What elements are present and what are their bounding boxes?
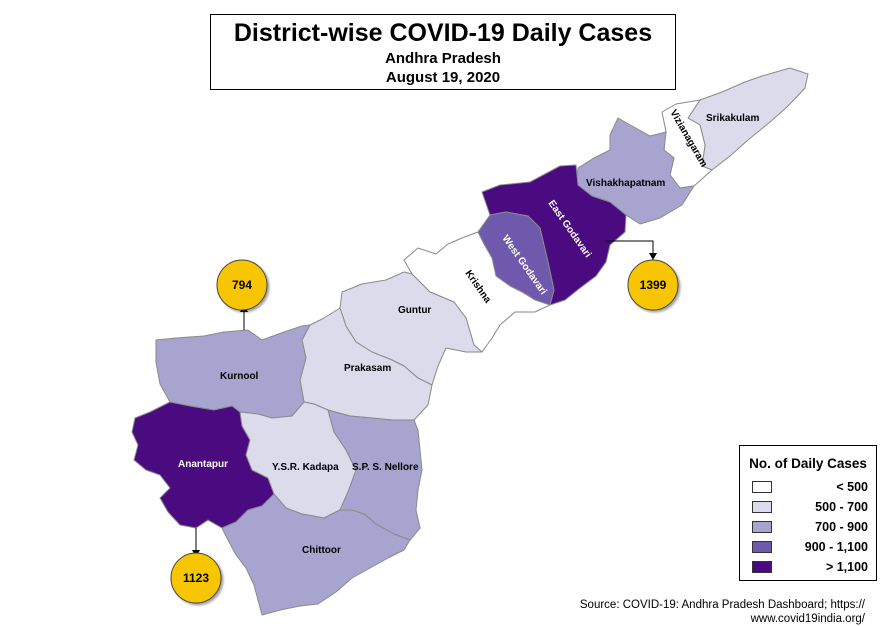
legend-item: 500 - 700 xyxy=(740,497,876,517)
legend-label: 500 - 700 xyxy=(815,500,868,514)
label-chittoor: Chittoor xyxy=(302,545,341,556)
arrowhead-east-godavari xyxy=(649,253,657,260)
legend-label: > 1,100 xyxy=(825,560,868,574)
label-sps-nellore: S.P. S. Nellore xyxy=(352,462,419,473)
callout-value-anantapur: 1123 xyxy=(183,571,209,585)
callout-value-east-godavari: 1399 xyxy=(640,278,667,292)
map-title: District-wise COVID-19 Daily Cases xyxy=(233,19,653,47)
legend-label: 900 - 1,100 xyxy=(804,540,868,554)
district-chittoor[interactable] xyxy=(221,493,411,616)
state-subtitle: Andhra Pradesh xyxy=(385,50,501,67)
source-line-1: Source: COVID-19: Andhra Pradesh Dashboa… xyxy=(579,599,865,611)
legend-swatch xyxy=(752,541,772,553)
legend-swatch xyxy=(752,561,772,573)
legend-item: > 1,100 xyxy=(740,557,876,577)
callout-circle-anantapur xyxy=(170,552,222,604)
legend-label: 700 - 900 xyxy=(815,520,868,534)
callout-value-kurnool: 794 xyxy=(232,278,252,292)
legend-item: 700 - 900 xyxy=(740,517,876,537)
legend-swatch xyxy=(752,481,772,493)
date-subtitle: August 19, 2020 xyxy=(385,69,501,86)
source-line-2: www.covid19india.org/ xyxy=(750,613,865,625)
callout-circle-kurnool xyxy=(216,259,268,311)
source-note: Source: COVID-19: Andhra Pradesh Dashboa… xyxy=(525,598,865,626)
legend-label: < 500 xyxy=(836,480,868,494)
legend: No. of Daily Cases < 500 500 - 700 700 -… xyxy=(739,445,877,581)
legend-title: No. of Daily Cases xyxy=(749,456,867,471)
label-kurnool: Kurnool xyxy=(220,371,259,382)
label-ysr-kadapa: Y.S.R. Kadapa xyxy=(272,462,339,473)
label-prakasam: Prakasam xyxy=(344,363,391,374)
district-sps-nellore[interactable] xyxy=(327,409,423,541)
legend-swatch xyxy=(752,501,772,513)
label-guntur: Guntur xyxy=(398,305,431,316)
title-box: District-wise COVID-19 Daily Cases Andhr… xyxy=(210,14,676,90)
label-anantapur: Anantapur xyxy=(178,459,228,470)
callout-arrow-east-godavari xyxy=(606,240,654,255)
legend-item: < 500 xyxy=(740,477,876,497)
label-vishakhapatnam: Vishakhapatnam xyxy=(586,178,665,189)
legend-swatch xyxy=(752,521,772,533)
label-srikakulam: Srikakulam xyxy=(706,113,759,124)
legend-item: 900 - 1,100 xyxy=(740,537,876,557)
callout-circle-east-godavari xyxy=(627,259,679,311)
